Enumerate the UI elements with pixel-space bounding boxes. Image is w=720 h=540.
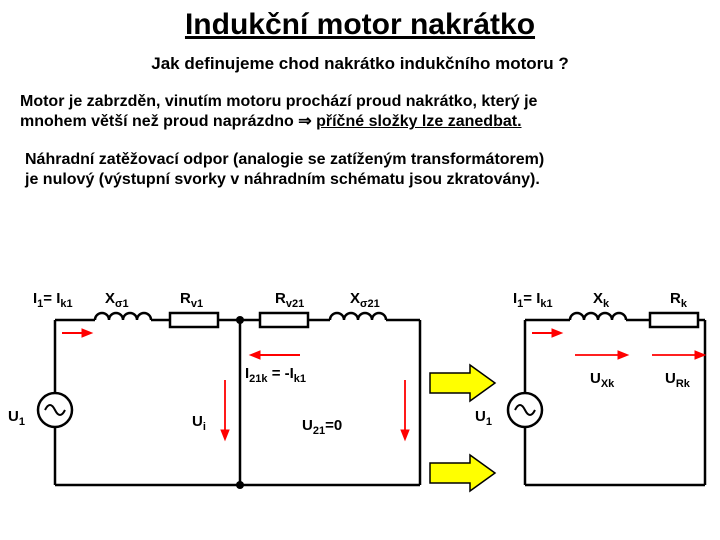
page-subtitle: Jak definujeme chod nakrátko indukčního …	[0, 54, 720, 74]
circuit-diagram	[0, 275, 720, 535]
paragraph-2: Náhradní zatěžovací odpor (analogie se z…	[25, 150, 695, 190]
paragraph-1: Motor je zabrzděn, vinutím motoru prochá…	[20, 92, 700, 132]
page-title: Indukční motor nakrátko	[0, 0, 720, 42]
